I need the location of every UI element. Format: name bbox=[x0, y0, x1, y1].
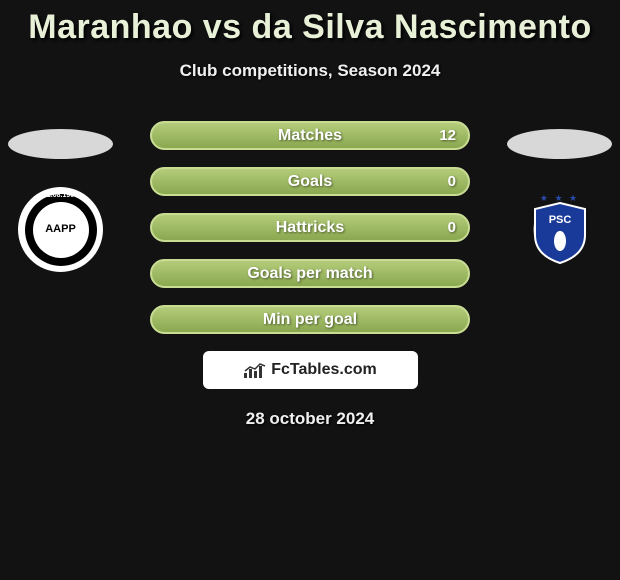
stat-row-min-per-goal: Min per goal bbox=[150, 305, 470, 334]
club-logo-left: 1.08.190 AAPP bbox=[18, 187, 103, 272]
stat-label: Goals per match bbox=[247, 265, 372, 283]
watermark-text: FcTables.com bbox=[271, 361, 377, 379]
page-title: Maranhao vs da Silva Nascimento bbox=[0, 0, 620, 47]
stat-label: Hattricks bbox=[276, 219, 344, 237]
date-label: 28 october 2024 bbox=[0, 409, 620, 429]
subtitle: Club competitions, Season 2024 bbox=[0, 61, 620, 81]
stat-value-right: 12 bbox=[439, 127, 456, 144]
comparison-panel: 1.08.190 AAPP ★ ★ ★ PSC Matches 12 Goals… bbox=[0, 121, 620, 429]
stat-row-hattricks: Hattricks 0 bbox=[150, 213, 470, 242]
shield-icon: PSC bbox=[531, 201, 589, 265]
club-right-letters: PSC bbox=[548, 214, 571, 226]
club-right-stars-icon: ★ ★ ★ bbox=[531, 193, 589, 204]
stat-label: Matches bbox=[278, 127, 342, 145]
stat-value-right: 0 bbox=[448, 173, 456, 190]
stat-label: Goals bbox=[288, 173, 332, 191]
club-left-badge-text: AAPP bbox=[33, 202, 89, 258]
stat-value-right: 0 bbox=[448, 219, 456, 236]
watermark: FcTables.com bbox=[203, 351, 418, 389]
player-photo-left-slot bbox=[8, 129, 113, 159]
player-photo-right-slot bbox=[507, 129, 612, 159]
stat-row-matches: Matches 12 bbox=[150, 121, 470, 150]
stat-row-goals: Goals 0 bbox=[150, 167, 470, 196]
club-logo-right: ★ ★ ★ PSC bbox=[517, 187, 602, 272]
club-left-badge-top: 1.08.190 bbox=[47, 192, 74, 199]
stat-row-goals-per-match: Goals per match bbox=[150, 259, 470, 288]
stat-rows: Matches 12 Goals 0 Hattricks 0 Goals per… bbox=[150, 121, 470, 334]
stat-label: Min per goal bbox=[263, 311, 357, 329]
chart-icon bbox=[243, 361, 267, 379]
